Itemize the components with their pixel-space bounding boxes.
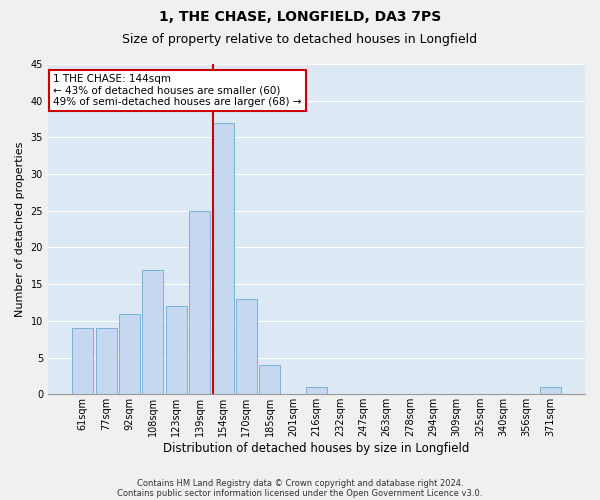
Bar [539,387,560,394]
Bar [142,270,163,394]
Text: Contains HM Land Registry data © Crown copyright and database right 2024.: Contains HM Land Registry data © Crown c… [137,478,463,488]
Bar [212,122,233,394]
Bar [306,387,327,394]
Bar [166,306,187,394]
Text: Size of property relative to detached houses in Longfield: Size of property relative to detached ho… [122,32,478,46]
Text: 1, THE CHASE, LONGFIELD, DA3 7PS: 1, THE CHASE, LONGFIELD, DA3 7PS [159,10,441,24]
Bar [95,328,117,394]
Text: Contains public sector information licensed under the Open Government Licence v3: Contains public sector information licen… [118,488,482,498]
Bar [73,328,94,394]
Bar [189,211,210,394]
Bar [236,299,257,394]
X-axis label: Distribution of detached houses by size in Longfield: Distribution of detached houses by size … [163,442,470,455]
Bar [119,314,140,394]
Y-axis label: Number of detached properties: Number of detached properties [15,142,25,317]
Text: 1 THE CHASE: 144sqm
← 43% of detached houses are smaller (60)
49% of semi-detach: 1 THE CHASE: 144sqm ← 43% of detached ho… [53,74,302,107]
Bar [259,365,280,394]
